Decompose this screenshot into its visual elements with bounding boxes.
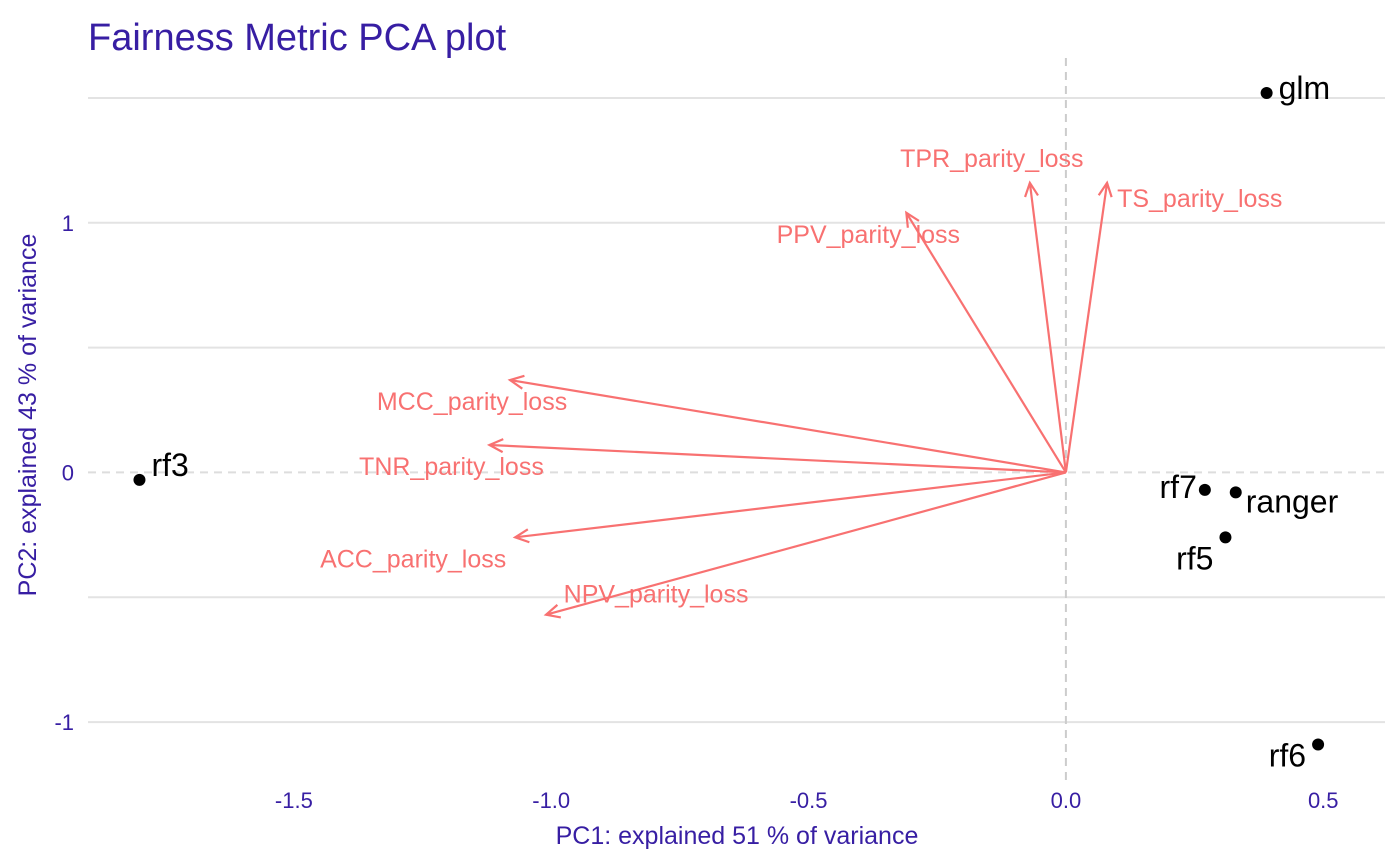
y-tick-label: -1 bbox=[54, 710, 74, 735]
loading-label: ACC_parity_loss bbox=[320, 545, 506, 573]
loading-label: PPV_parity_loss bbox=[777, 221, 960, 249]
data-point bbox=[1219, 531, 1232, 544]
loading-label: TPR_parity_loss bbox=[900, 145, 1083, 173]
loading-arrowhead bbox=[905, 210, 920, 228]
x-tick-label: -0.5 bbox=[790, 788, 828, 813]
x-tick-label: -1.0 bbox=[532, 788, 570, 813]
data-points: glm rf3 rf7 ranger rf5 rf6 bbox=[133, 70, 1339, 774]
chart-title: Fairness Metric PCA plot bbox=[88, 17, 507, 59]
point-label: rf3 bbox=[151, 447, 188, 483]
point-label: rf6 bbox=[1269, 738, 1306, 774]
y-tick-label: 0 bbox=[62, 460, 74, 485]
axis-ticks: -1.5 -1.0 -0.5 0.0 0.5 -1 0 1 bbox=[54, 211, 1338, 813]
loading-arrow bbox=[1028, 182, 1067, 473]
loading-arrow bbox=[905, 212, 1067, 474]
point-label: glm bbox=[1279, 70, 1331, 106]
x-tick-label: 0.0 bbox=[1051, 788, 1082, 813]
y-tick-label: 1 bbox=[62, 211, 74, 236]
gridlines bbox=[88, 96, 1385, 724]
loading-label: TS_parity_loss bbox=[1117, 185, 1282, 213]
loading-label: MCC_parity_loss bbox=[377, 388, 567, 416]
x-tick-label: -1.5 bbox=[275, 788, 313, 813]
loading-label: NPV_parity_loss bbox=[564, 581, 749, 609]
loading-arrow bbox=[489, 443, 1066, 474]
loading-arrowhead bbox=[512, 528, 530, 544]
loading-arrow bbox=[515, 471, 1067, 539]
loading-arrow bbox=[1064, 182, 1109, 473]
point-label: rf5 bbox=[1176, 540, 1213, 576]
data-point bbox=[1260, 86, 1273, 99]
data-point bbox=[133, 473, 146, 486]
loading-arrowhead bbox=[543, 604, 562, 619]
point-label: ranger bbox=[1246, 483, 1339, 519]
loading-arrow bbox=[545, 471, 1067, 616]
loading-arrow bbox=[509, 378, 1067, 474]
point-label: rf7 bbox=[1160, 469, 1197, 505]
loading-arrowhead bbox=[1097, 180, 1113, 198]
loading-arrowhead bbox=[507, 374, 525, 390]
data-point bbox=[1312, 738, 1325, 751]
loading-arrows: TPR_parity_loss TS_parity_loss PPV_parity_… bbox=[320, 145, 1282, 619]
data-point bbox=[1198, 483, 1211, 496]
data-point bbox=[1229, 486, 1242, 499]
x-tick-label: 0.5 bbox=[1308, 788, 1339, 813]
reference-lines bbox=[88, 58, 1385, 782]
loading-label: TNR_parity_loss bbox=[359, 453, 544, 481]
loading-arrowhead bbox=[486, 438, 504, 454]
loading-arrowhead bbox=[1024, 180, 1039, 198]
x-axis-title: PC1: explained 51 % of variance bbox=[556, 822, 919, 850]
y-axis-title: PC2: explained 43 % of variance bbox=[14, 234, 42, 597]
